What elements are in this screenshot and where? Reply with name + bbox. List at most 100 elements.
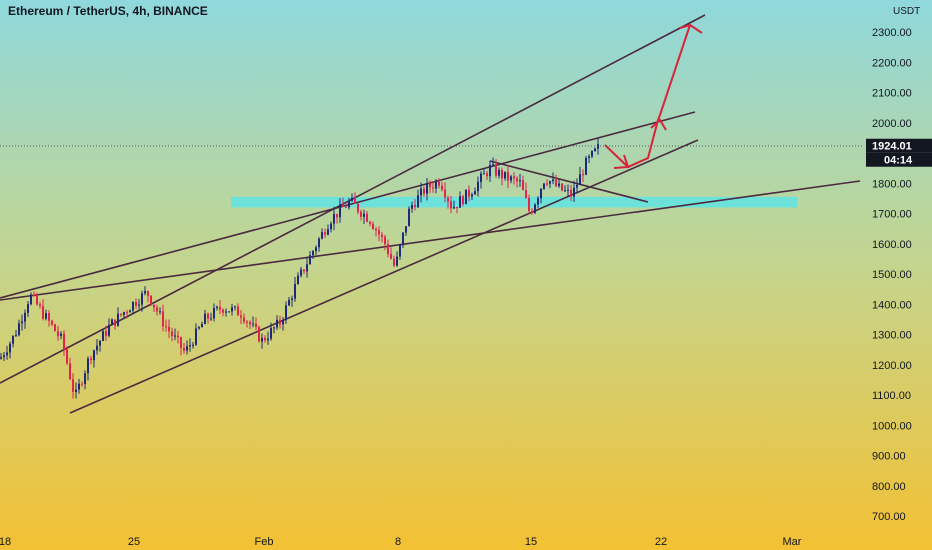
candle-body [129,310,131,313]
candle-body [558,183,560,187]
candle-body [54,324,56,332]
candle-body [450,201,452,209]
candle-body [96,345,98,351]
trendline-lower-channel [69,139,699,414]
candle-body [480,173,482,182]
candle-body [354,197,356,204]
candle-body [591,150,593,157]
candle-body [297,275,299,285]
candle-body [213,308,215,319]
candle-body [462,196,464,205]
last-price-label-bg [866,138,932,153]
candle-body [12,335,14,344]
candle-body [33,294,35,296]
candle-body [252,323,254,325]
candle-body [471,194,473,197]
candle-body [207,313,209,319]
candle-body [357,203,359,212]
candle-body [258,326,260,342]
candle-body [567,189,569,191]
candle-body [228,311,230,313]
candle-body [363,213,365,217]
candle-body [525,190,527,198]
candle-body [21,321,23,324]
candle-body [321,232,323,239]
candle-body [150,295,152,305]
candle-body [426,183,428,194]
candle-body [42,305,44,319]
y-tick-label: 800.00 [872,481,906,493]
candle-body [51,320,53,325]
candle-body [99,340,101,346]
candle-body [225,311,227,313]
candle-body [474,191,476,195]
candle-body [456,207,458,209]
y-tick-label: 1200.00 [872,360,912,372]
resistance-zone [231,196,797,208]
candle-body [411,205,413,209]
candle-body [486,173,488,177]
candle-body [237,306,239,316]
candle-body [588,156,590,158]
candle-body [351,197,353,201]
candle-body [189,345,191,347]
candle-body [15,335,17,337]
candle-body [90,358,92,361]
candle-body [390,253,392,259]
candle-body [483,173,485,175]
candle-body [264,337,266,341]
candle-body [372,223,374,230]
candle-body [81,383,83,385]
x-tick-label: 25 [128,536,140,548]
candle-body [438,181,440,186]
candle-body [384,236,386,245]
y-tick-label: 1800.00 [872,178,912,190]
y-tick-label: 2100.00 [872,88,912,100]
candle-body [408,208,410,227]
candle-body [378,230,380,235]
candle-body [309,255,311,265]
candle-body [3,355,5,358]
candle-body [249,322,251,325]
candle-body [153,304,155,308]
candle-body [117,313,119,326]
candle-body [549,181,551,184]
y-tick-label: 1300.00 [872,330,912,342]
candle-body [459,196,461,208]
candle-body [162,311,164,327]
candle-body [18,323,20,336]
candle-body [30,294,32,305]
candle-body [522,180,524,191]
candle-body [210,318,212,320]
candle-body [564,190,566,192]
candle-body [477,181,479,192]
candle-body [300,269,302,276]
candle-body [66,349,68,364]
candle-body [429,183,431,188]
candle-body [597,144,599,149]
y-tick-label: 2300.00 [872,27,912,39]
candle-body [414,205,416,208]
candle-body [111,319,113,325]
candle-body [195,328,197,345]
y-tick-label: 1500.00 [872,269,912,281]
arrowhead-dip [613,154,630,169]
candle-body [396,256,398,266]
candle-body [141,293,143,305]
candle-body [453,207,455,209]
candle-body [510,176,512,181]
countdown-label-bg [866,152,932,167]
candle-body [39,304,41,306]
candle-body [285,305,287,320]
x-tick-label: 15 [525,536,537,548]
candle-body [279,319,281,325]
candle-body [375,229,377,231]
candle-body [495,164,497,176]
candle-body [555,179,557,187]
candle-body [360,211,362,217]
candle-body [270,327,272,339]
candle-body [318,238,320,248]
